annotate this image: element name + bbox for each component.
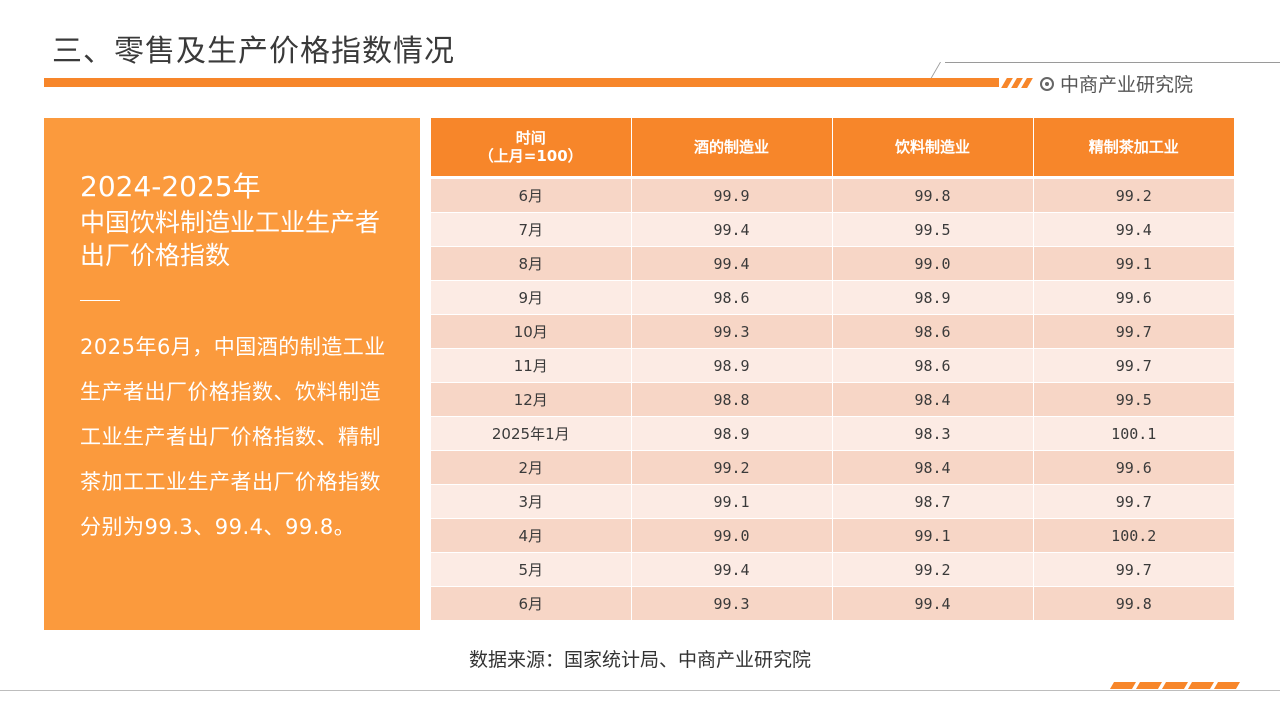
cell-beverage: 98.3 bbox=[831, 416, 1033, 451]
price-index-table: 时间 （上月=100） 酒的制造业 饮料制造业 精制茶加工业 6月 99.9 99.… bbox=[431, 118, 1234, 621]
cell-period: 10月 bbox=[431, 314, 631, 349]
cell-beverage: 99.2 bbox=[831, 552, 1033, 587]
cell-liquor: 99.3 bbox=[630, 586, 832, 621]
summary-panel: 2024-2025年 中国饮料制造业工业生产者出厂价格指数 2025年6月，中国… bbox=[44, 118, 420, 630]
cell-beverage: 98.4 bbox=[831, 450, 1033, 485]
cell-liquor: 98.9 bbox=[630, 416, 832, 451]
cell-beverage: 99.0 bbox=[831, 246, 1033, 281]
summary-years: 2024-2025年 bbox=[80, 170, 261, 203]
cell-liquor: 99.4 bbox=[630, 552, 832, 587]
cell-beverage: 99.4 bbox=[831, 586, 1033, 621]
cell-tea: 99.7 bbox=[1032, 314, 1234, 349]
table-row: 6月 99.3 99.4 99.8 bbox=[431, 586, 1234, 621]
cell-tea: 99.7 bbox=[1032, 348, 1234, 383]
cell-tea: 99.4 bbox=[1032, 212, 1234, 247]
footer-stripe bbox=[1109, 682, 1137, 689]
cell-liquor: 99.3 bbox=[630, 314, 832, 349]
cell-beverage: 99.8 bbox=[831, 177, 1033, 213]
cell-beverage: 98.9 bbox=[831, 280, 1033, 315]
cell-tea: 99.6 bbox=[1032, 450, 1234, 485]
table-row: 6月 99.9 99.8 99.2 bbox=[431, 177, 1234, 213]
source-note: 数据来源：国家统计局、中商产业研究院 bbox=[468, 649, 811, 671]
summary-body: 2025年6月，中国酒的制造工业生产者出厂价格指数、饮料制造工业生产者出厂价格指… bbox=[80, 335, 386, 539]
table-header-row: 时间 （上月=100） 酒的制造业 饮料制造业 精制茶加工业 bbox=[431, 118, 1234, 179]
cell-tea: 100.2 bbox=[1032, 518, 1234, 553]
cell-period: 4月 bbox=[431, 518, 631, 553]
cell-beverage: 98.6 bbox=[831, 314, 1033, 349]
table-row: 5月 99.4 99.2 99.7 bbox=[431, 552, 1234, 587]
cell-beverage: 98.7 bbox=[831, 484, 1033, 519]
cell-liquor: 98.6 bbox=[630, 280, 832, 315]
cell-period: 3月 bbox=[431, 484, 631, 519]
table-row: 11月 98.9 98.6 99.7 bbox=[431, 348, 1234, 383]
footer-stripe bbox=[1135, 682, 1163, 689]
page-title: 三、零售及生产价格指数情况 bbox=[52, 34, 455, 69]
cell-tea: 99.5 bbox=[1032, 382, 1234, 417]
cell-period: 2月 bbox=[431, 450, 631, 485]
cell-liquor: 98.9 bbox=[630, 348, 832, 383]
cell-tea: 99.2 bbox=[1032, 177, 1234, 213]
cell-period: 6月 bbox=[431, 177, 631, 213]
cell-period: 5月 bbox=[431, 552, 631, 587]
cell-period: 2025年1月 bbox=[431, 416, 631, 451]
cell-tea: 99.7 bbox=[1032, 552, 1234, 587]
header-beverage: 饮料制造业 bbox=[831, 118, 1033, 179]
header-time-label: 时间 bbox=[515, 129, 546, 147]
cell-liquor: 99.2 bbox=[630, 450, 832, 485]
footer-line bbox=[0, 690, 1280, 691]
cell-period: 11月 bbox=[431, 348, 631, 383]
cell-liquor: 99.0 bbox=[630, 518, 832, 553]
table-row: 9月 98.6 98.9 99.6 bbox=[431, 280, 1234, 315]
cell-period: 9月 bbox=[431, 280, 631, 315]
brand-name: 中商产业研究院 bbox=[1060, 74, 1194, 96]
cell-tea: 99.1 bbox=[1032, 246, 1234, 281]
table-row: 2025年1月 98.9 98.3 100.1 bbox=[431, 416, 1234, 451]
table-row: 3月 99.1 98.7 99.7 bbox=[431, 484, 1234, 519]
table-row: 4月 99.0 99.1 100.2 bbox=[431, 518, 1234, 553]
cell-tea: 99.8 bbox=[1032, 586, 1234, 621]
cell-period: 12月 bbox=[431, 382, 631, 417]
cell-liquor: 99.4 bbox=[630, 212, 832, 247]
cell-beverage: 99.1 bbox=[831, 518, 1033, 553]
cell-liquor: 99.9 bbox=[630, 177, 832, 213]
table-row: 10月 99.3 98.6 99.7 bbox=[431, 314, 1234, 349]
summary-heading: 中国饮料制造业工业生产者出厂价格指数 bbox=[80, 208, 381, 270]
table-row: 12月 98.8 98.4 99.5 bbox=[431, 382, 1234, 417]
table-body: 6月 99.9 99.8 99.2 7月 99.4 99.5 99.4 8月 99.4 99.0 99… bbox=[431, 177, 1234, 621]
cell-tea: 100.1 bbox=[1032, 416, 1234, 451]
cell-beverage: 98.6 bbox=[831, 348, 1033, 383]
brand-logo-icon bbox=[1040, 76, 1054, 91]
cell-tea: 99.6 bbox=[1032, 280, 1234, 315]
header-divider-line bbox=[945, 62, 1280, 63]
cell-tea: 99.7 bbox=[1032, 484, 1234, 519]
cell-period: 8月 bbox=[431, 246, 631, 281]
cell-beverage: 99.5 bbox=[831, 212, 1033, 247]
header-time-base: （上月=100） bbox=[478, 147, 583, 165]
header-tea: 精制茶加工业 bbox=[1032, 118, 1234, 179]
footer-stripe bbox=[1213, 682, 1241, 689]
header-stripe bbox=[1021, 78, 1033, 88]
cell-liquor: 99.4 bbox=[630, 246, 832, 281]
footer-stripe bbox=[1161, 682, 1189, 689]
table-row: 8月 99.4 99.0 99.1 bbox=[431, 246, 1234, 281]
table-row: 2月 99.2 98.4 99.6 bbox=[431, 450, 1234, 485]
cell-liquor: 98.8 bbox=[630, 382, 832, 417]
summary-divider bbox=[80, 300, 120, 301]
brand: 中商产业研究院 bbox=[1040, 70, 1193, 97]
cell-period: 7月 bbox=[431, 212, 631, 247]
table-row: 7月 99.4 99.5 99.4 bbox=[431, 212, 1234, 247]
cell-period: 6月 bbox=[431, 586, 631, 621]
header-liquor: 酒的制造业 bbox=[630, 118, 832, 179]
cell-liquor: 99.1 bbox=[630, 484, 832, 519]
header-accent-bar bbox=[44, 78, 999, 87]
cell-beverage: 98.4 bbox=[831, 382, 1033, 417]
footer-stripe bbox=[1187, 682, 1215, 689]
header-time: 时间 （上月=100） bbox=[431, 118, 631, 179]
